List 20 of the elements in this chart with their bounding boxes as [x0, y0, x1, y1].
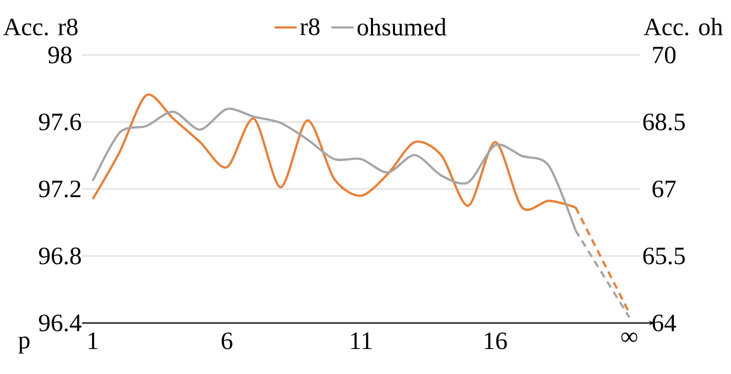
y-tick-label: 97.6	[39, 114, 82, 130]
y2-tick-label: 68.5	[643, 114, 685, 130]
x-tick-label: 6	[222, 332, 232, 350]
x-axis-title: p	[18, 336, 30, 354]
y2-tick-label: 67	[652, 180, 676, 198]
y-tick-label: 96.8	[39, 248, 81, 264]
legend-label: ohsumed	[358, 18, 446, 36]
y2-tick-label: 65.5	[643, 248, 685, 264]
legend-label: r8	[300, 18, 320, 36]
x-tick-label: ∞	[621, 332, 638, 342]
y2-tick-label: 64	[652, 314, 676, 332]
y-tick-label: 97.2	[39, 180, 80, 198]
y-tick-label: 98	[48, 46, 72, 64]
y2-axis-title: Acc. oh	[644, 18, 723, 36]
y-axis-title: Acc. r8	[3, 18, 78, 36]
x-tick-label: 11	[351, 332, 372, 349]
x-tick-label: 1	[88, 332, 98, 349]
y-tick-label: 96.4	[39, 314, 82, 332]
x-tick-label: 16	[484, 332, 507, 350]
y2-tick-label: 70	[653, 46, 676, 64]
